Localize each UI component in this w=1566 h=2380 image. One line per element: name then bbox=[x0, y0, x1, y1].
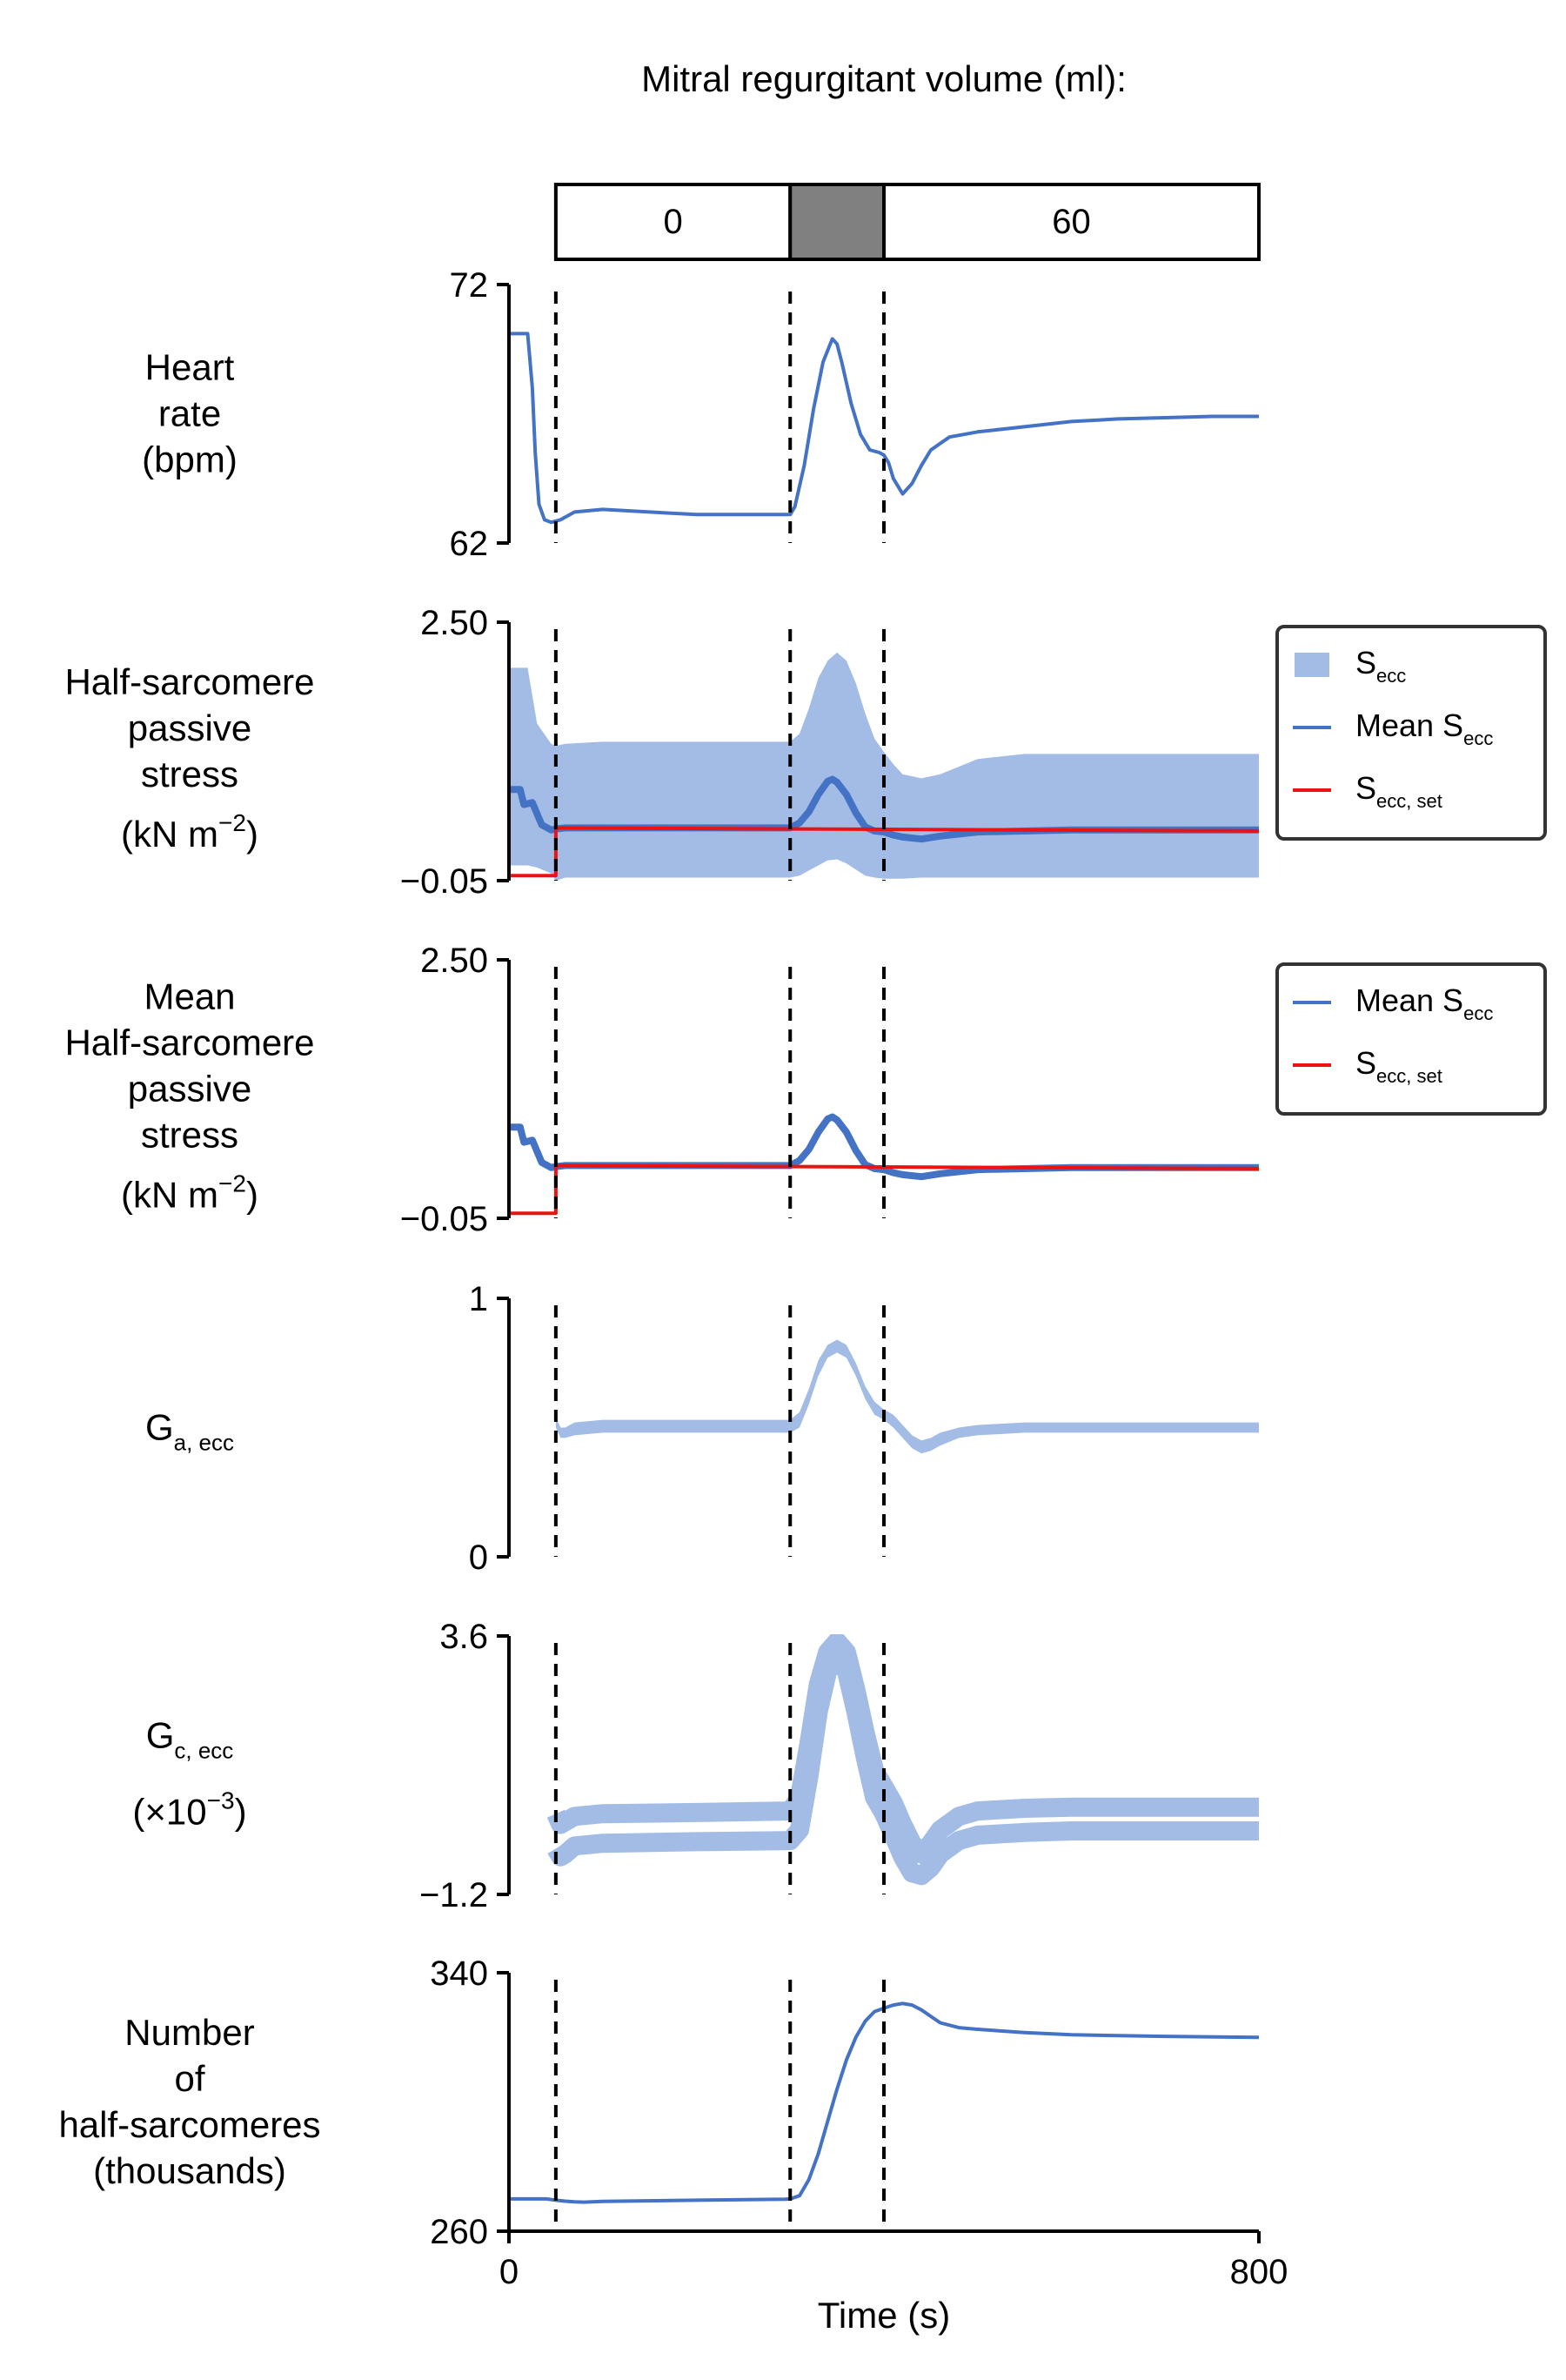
y-tick-label: −0.05 bbox=[400, 1200, 488, 1238]
y-axis-label: passive bbox=[128, 707, 251, 748]
series-band bbox=[555, 1339, 1259, 1454]
y-axis-label: stress bbox=[141, 1115, 238, 1156]
series-band-edge bbox=[547, 1650, 1259, 1886]
phase-bar: 0 60 bbox=[553, 183, 1261, 261]
y-axis-label: rate bbox=[158, 393, 221, 434]
plot-area bbox=[509, 1113, 1259, 1216]
figure-title: Mitral regurgitant volume (ml): bbox=[641, 58, 1127, 99]
panel-number-of-half-sarcomeres: 340 260 Number of half-sarcomeres (thousands)… bbox=[58, 1954, 1288, 2291]
y-axis-label: Number bbox=[124, 2012, 254, 2053]
x-tick-label: 0 bbox=[499, 2253, 519, 2291]
plot-area bbox=[546, 1634, 1259, 1886]
y-axis-unit: (kN m−2) bbox=[121, 809, 258, 855]
panel-heart-rate: 72 62 Heart rate (bpm) bbox=[142, 266, 1259, 563]
x-axis-label: Time (s) bbox=[818, 2295, 950, 2336]
y-tick-label: 2.50 bbox=[420, 942, 488, 980]
y-tick-label: 62 bbox=[450, 525, 489, 563]
y-tick-label: 340 bbox=[430, 1954, 488, 1993]
phase-segment-2 bbox=[882, 183, 1261, 261]
y-axis-label: passive bbox=[128, 1069, 251, 1110]
panel-g-c-ecc: 3.6 −1.2 Gc, ecc (×10−3) bbox=[132, 1618, 1259, 1914]
y-axis-label: Gc, ecc bbox=[146, 1715, 234, 1764]
legend-label: Secc bbox=[1355, 645, 1406, 687]
y-tick-label: 260 bbox=[430, 2213, 488, 2251]
legend-box bbox=[1275, 962, 1547, 1116]
series-set-line bbox=[509, 826, 1259, 878]
y-axis-label: of bbox=[174, 2058, 204, 2099]
y-axis-unit: (×10−3) bbox=[132, 1787, 246, 1833]
y-tick-label: 0 bbox=[469, 1539, 488, 1577]
phase-segment-1 bbox=[788, 183, 886, 261]
y-axis-label: stress bbox=[141, 754, 238, 794]
series-mean-line bbox=[509, 1113, 1259, 1181]
y-tick-label: −1.2 bbox=[419, 1876, 488, 1914]
phase-label-2: 60 bbox=[1052, 203, 1091, 241]
y-axis-label: Ga, ecc bbox=[145, 1407, 234, 1456]
legend-label: Secc, set bbox=[1355, 770, 1442, 812]
y-tick-label: 2.50 bbox=[420, 604, 488, 642]
y-tick-label: 3.6 bbox=[439, 1618, 488, 1656]
y-axis-label: Mean bbox=[144, 976, 235, 1017]
y-axis-label: Heart bbox=[145, 347, 235, 388]
legend-box bbox=[1275, 625, 1547, 841]
y-axis-label: (thousands) bbox=[93, 2150, 286, 2191]
series-mean-line bbox=[509, 775, 1259, 843]
plot-area bbox=[555, 1339, 1259, 1454]
series-set-line bbox=[509, 1163, 1259, 1216]
y-tick-label: −0.05 bbox=[400, 862, 488, 901]
panel-half-sarcomere-passive-stress: 2.50 −0.05 Half-sarcomere passive stress (kN … bbox=[64, 604, 1547, 901]
panel-g-a-ecc: 1 0 Ga, ecc bbox=[145, 1280, 1259, 1577]
panel-mean-half-sarcomere-passive-stress: 2.50 −0.05 Mean Half-sarcomere passive stress… bbox=[64, 942, 1547, 1238]
panels: 72 62 Heart rate (bpm) 2.50 −0.05 Half-sarcomer… bbox=[58, 266, 1547, 2291]
y-axis-label: Half-sarcomere bbox=[64, 661, 314, 702]
legend-swatch bbox=[1295, 653, 1329, 677]
y-axis-unit: (kN m−2) bbox=[121, 1170, 258, 1216]
legend-label: Mean Secc bbox=[1355, 707, 1493, 749]
series-mean-line bbox=[509, 332, 1259, 525]
y-tick-label: 1 bbox=[469, 1280, 488, 1318]
x-tick-label: 800 bbox=[1230, 2253, 1288, 2291]
phase-label-0: 0 bbox=[663, 203, 682, 241]
plot-area bbox=[509, 332, 1259, 525]
y-axis-label: (bpm) bbox=[142, 439, 238, 480]
y-axis-label: half-sarcomeres bbox=[58, 2104, 320, 2145]
series-mean-line bbox=[509, 2001, 1259, 2204]
plot-area bbox=[509, 2001, 1259, 2204]
legend-label: Mean Secc bbox=[1355, 982, 1493, 1024]
legend-label: Secc, set bbox=[1355, 1045, 1442, 1087]
phase-segment-0 bbox=[553, 183, 793, 261]
y-axis-label: Half-sarcomere bbox=[64, 1022, 314, 1063]
y-tick-label: 72 bbox=[450, 266, 489, 305]
